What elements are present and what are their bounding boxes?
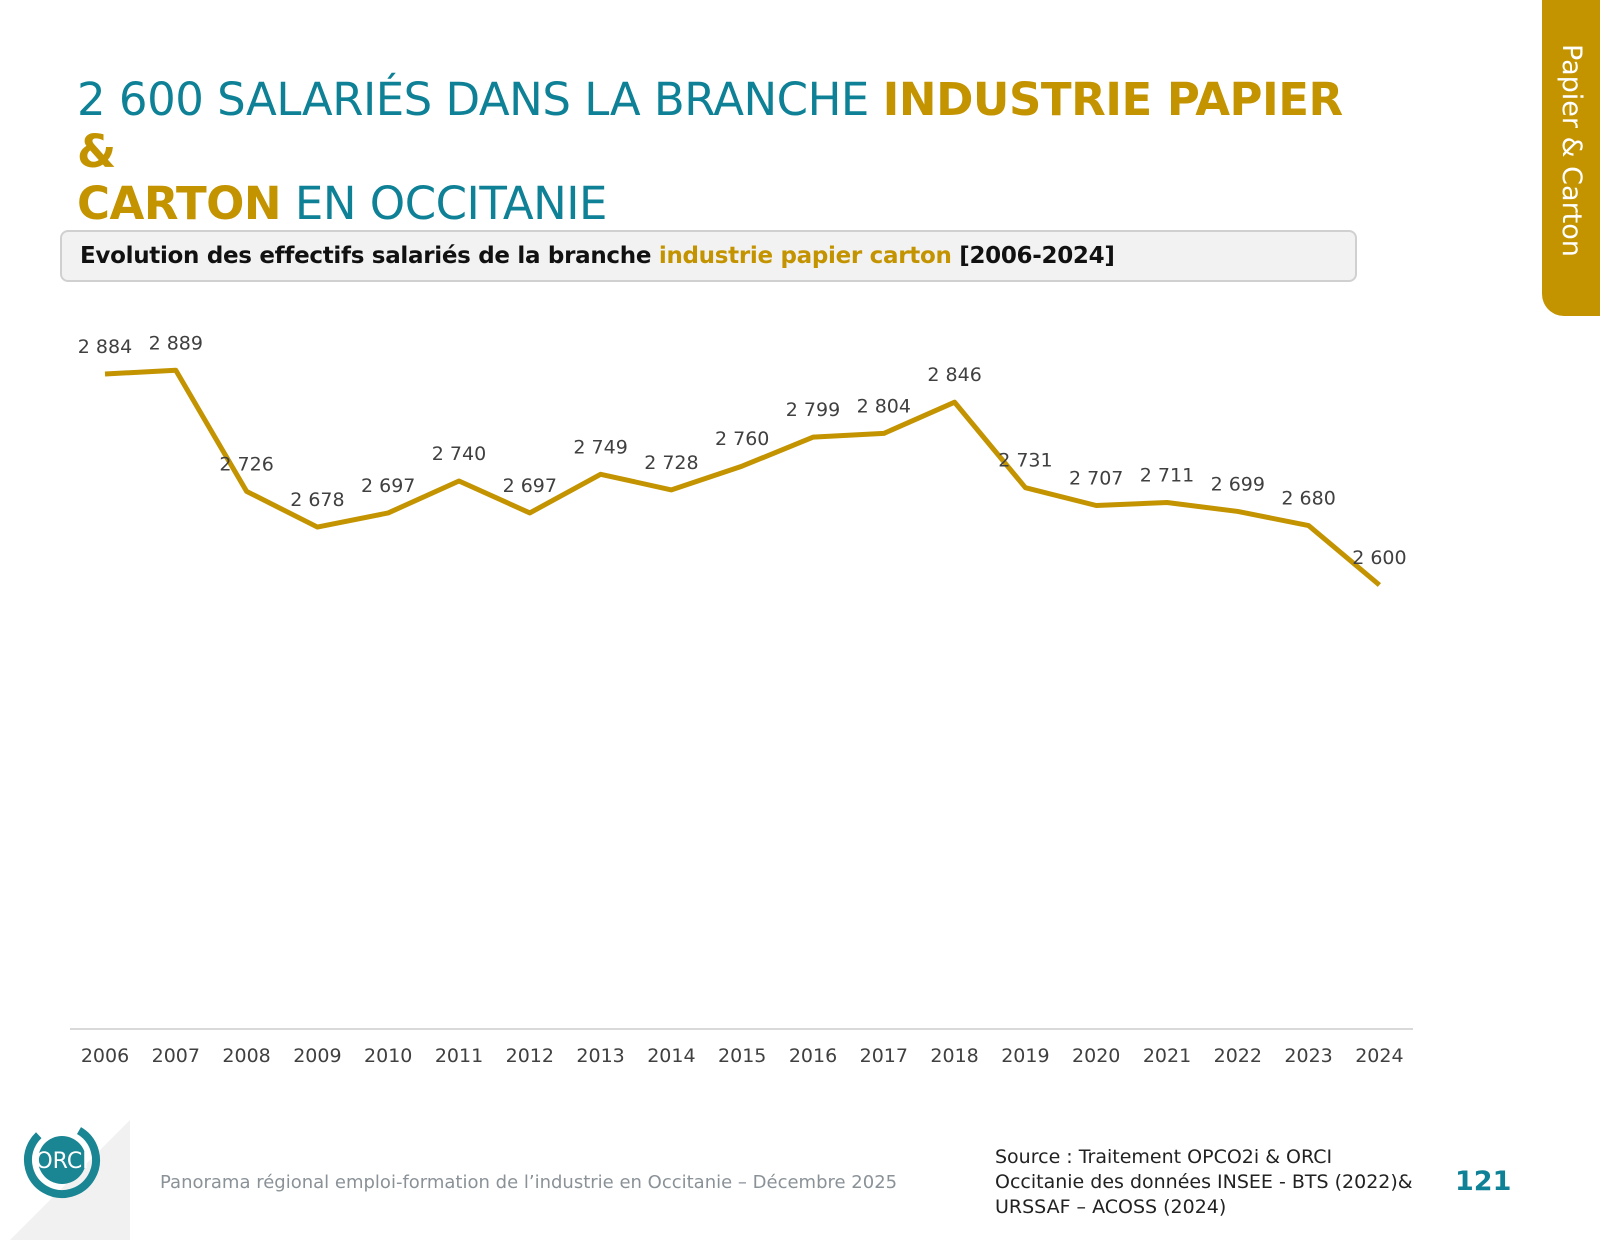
data-label: 2 711 — [1140, 465, 1194, 487]
x-tick-label: 2011 — [435, 1045, 483, 1067]
data-label: 2 749 — [573, 436, 627, 458]
x-tick-label: 2012 — [506, 1045, 554, 1067]
x-tick-label: 2022 — [1214, 1045, 1262, 1067]
logo-text: ORCI — [35, 1149, 88, 1174]
x-tick-label: 2013 — [576, 1045, 624, 1067]
subtitle-highlight: industrie papier carton — [658, 243, 952, 269]
x-tick-label: 2024 — [1355, 1045, 1403, 1067]
x-tick-label: 2006 — [81, 1045, 129, 1067]
x-tick-label: 2007 — [152, 1045, 200, 1067]
data-label: 2 600 — [1352, 547, 1406, 569]
x-tick-label: 2014 — [647, 1045, 695, 1067]
data-label: 2 731 — [998, 450, 1052, 472]
data-label: 2 760 — [715, 428, 769, 450]
data-label: 2 889 — [149, 332, 203, 354]
source-line: Source : Traitement OPCO2i & ORCI — [995, 1146, 1333, 1168]
subtitle-part1: Evolution des effectifs salariés de la b… — [80, 243, 659, 269]
x-tick-label: 2023 — [1284, 1045, 1332, 1067]
title-highlight1: INDUSTRIE PAPIER & — [77, 73, 1343, 178]
subtitle-part2: [2006-2024] — [951, 243, 1115, 269]
orci-logo: ORCI — [10, 1120, 130, 1240]
data-label: 2 846 — [927, 364, 981, 386]
x-tick-label: 2008 — [222, 1045, 270, 1067]
data-label: 2 728 — [644, 452, 698, 474]
source-line: URSSAF – ACOSS (2024) — [995, 1196, 1227, 1218]
data-label: 2 697 — [361, 475, 415, 497]
data-label: 2 726 — [219, 453, 273, 475]
data-label: 2 680 — [1281, 488, 1335, 510]
title-part2: EN OCCITANIE — [281, 177, 608, 230]
data-label: 2 697 — [503, 475, 557, 497]
x-tick-label: 2009 — [293, 1045, 341, 1067]
footer-text: Panorama régional emploi-formation de l’… — [160, 1172, 898, 1193]
section-tab-label: Papier & Carton — [1556, 44, 1587, 257]
data-label: 2 799 — [786, 399, 840, 421]
chart-subtitle: Evolution des effectifs salariés de la b… — [60, 230, 1357, 282]
x-tick-label: 2016 — [789, 1045, 837, 1067]
title-part1: 2 600 SALARIÉS DANS LA BRANCHE — [77, 73, 883, 126]
x-tick-label: 2021 — [1143, 1045, 1191, 1067]
section-tab: Papier & Carton — [1542, 0, 1600, 316]
data-label: 2 678 — [290, 489, 344, 511]
page-number: 121 — [1455, 1166, 1512, 1197]
data-label: 2 707 — [1069, 467, 1123, 489]
x-tick-label: 2017 — [860, 1045, 908, 1067]
x-tick-label: 2019 — [1001, 1045, 1049, 1067]
title-highlight2: CARTON — [77, 177, 282, 230]
x-tick-label: 2018 — [930, 1045, 978, 1067]
source-line: Occitanie des données INSEE - BTS (2022)… — [995, 1171, 1413, 1193]
x-tick-label: 2010 — [364, 1045, 412, 1067]
data-label: 2 740 — [432, 443, 486, 465]
data-label: 2 699 — [1211, 473, 1265, 495]
data-label: 2 804 — [857, 395, 911, 417]
page-title: 2 600 SALARIÉS DANS LA BRANCHE INDUSTRIE… — [77, 74, 1377, 230]
x-tick-label: 2015 — [718, 1045, 766, 1067]
x-tick-label: 2020 — [1072, 1045, 1120, 1067]
data-label: 2 884 — [78, 336, 132, 358]
source-note: Source : Traitement OPCO2i & ORCI Occita… — [995, 1145, 1435, 1220]
